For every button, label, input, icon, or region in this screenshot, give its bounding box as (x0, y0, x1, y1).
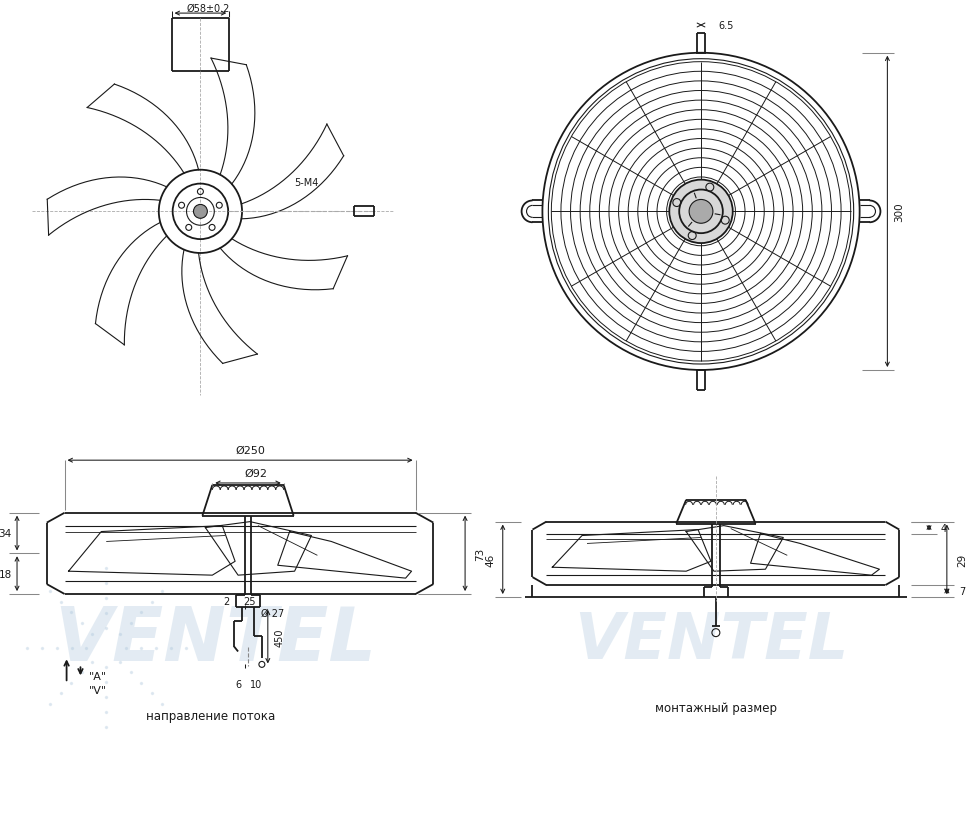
Text: направление потока: направление потока (145, 710, 275, 723)
Text: Ø92: Ø92 (244, 469, 267, 479)
Text: 4: 4 (941, 523, 947, 533)
Text: 7: 7 (958, 586, 965, 596)
Text: 300: 300 (894, 202, 905, 222)
Text: 6.5: 6.5 (719, 21, 734, 31)
Text: 29: 29 (956, 553, 967, 566)
Circle shape (689, 200, 712, 224)
Circle shape (193, 205, 207, 219)
Text: 46: 46 (486, 553, 496, 566)
Text: Ø58±0.2: Ø58±0.2 (186, 4, 230, 14)
Text: VENTEL: VENTEL (55, 604, 377, 676)
Text: монтажный размер: монтажный размер (655, 701, 777, 715)
Text: 18: 18 (0, 569, 12, 579)
Text: 34: 34 (0, 528, 12, 538)
Text: 450: 450 (274, 628, 285, 646)
Text: VENTEL: VENTEL (574, 609, 848, 671)
Text: "V": "V" (89, 686, 106, 696)
Text: "A": "A" (89, 672, 106, 681)
Text: Ø 27: Ø 27 (262, 608, 284, 618)
Text: 25: 25 (244, 596, 257, 606)
Text: 2: 2 (224, 596, 229, 606)
Text: 6: 6 (235, 680, 241, 690)
Text: 5-M4: 5-M4 (295, 177, 319, 187)
Text: Ø250: Ø250 (235, 445, 264, 455)
Text: 73: 73 (475, 547, 485, 561)
Circle shape (670, 181, 733, 243)
Text: 10: 10 (250, 680, 262, 690)
